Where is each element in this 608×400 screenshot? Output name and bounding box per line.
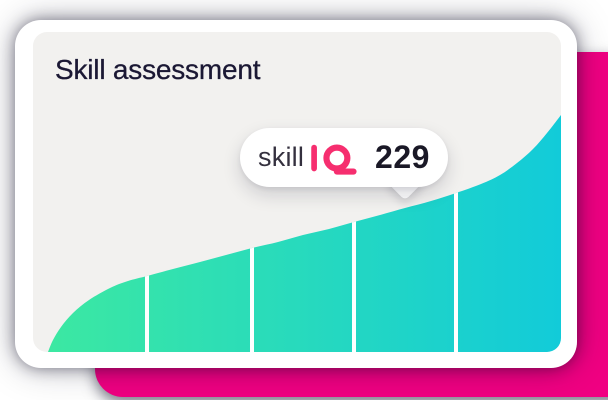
iq-logo-icon (311, 144, 357, 175)
segment-divider (454, 115, 458, 352)
card-title: Skill assessment (55, 54, 261, 85)
iq-letter-q-ring (323, 144, 351, 172)
segment-divider (352, 115, 356, 352)
iq-letter-i (311, 144, 317, 172)
growth-area-shape (48, 115, 561, 352)
skill-growth-area-chart (48, 115, 561, 352)
chart-panel: Skill assessment skill (33, 32, 561, 352)
skill-iq-wordmark: skill (258, 142, 305, 172)
skill-iq-badge: skill 229 (240, 128, 448, 187)
skill-assessment-card: Skill assessment skill (15, 20, 577, 368)
skill-iq-score: 229 (375, 139, 430, 175)
